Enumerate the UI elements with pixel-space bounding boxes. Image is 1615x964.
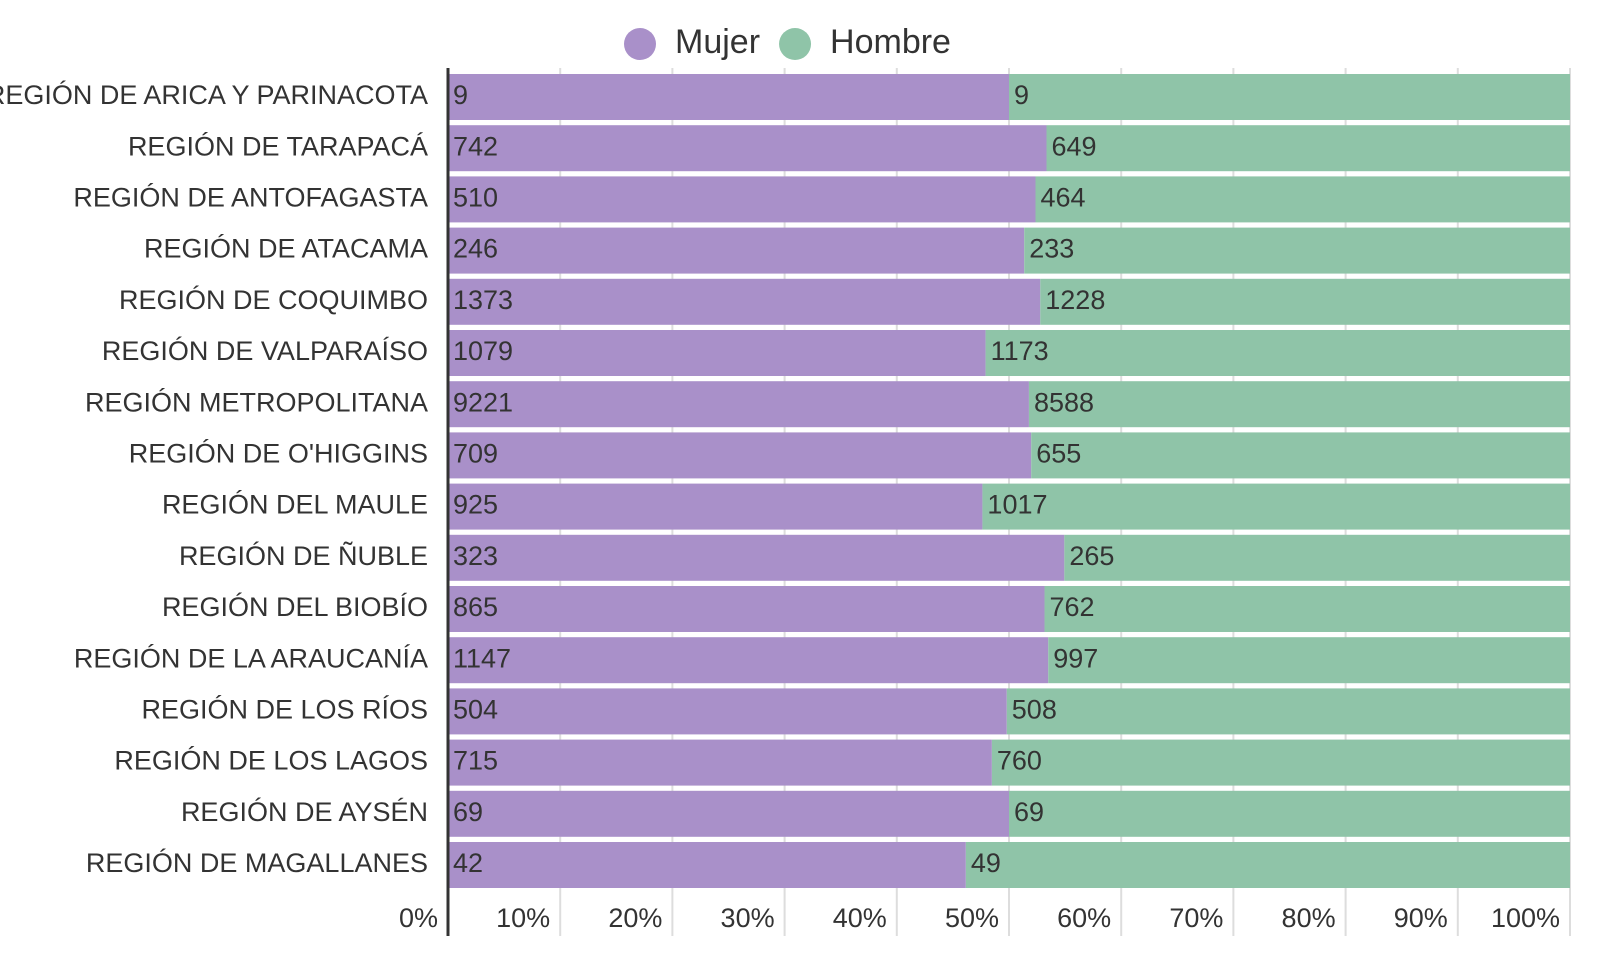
x-tick-label: 20% [608, 903, 662, 933]
bar-segment [448, 278, 1041, 325]
data-label: 762 [1050, 592, 1095, 622]
x-tick-label: 90% [1394, 903, 1448, 933]
data-label: 1173 [991, 336, 1049, 366]
x-tick-label: 80% [1282, 903, 1336, 933]
y-tick-label: REGIÓN DE O'HIGGINS [129, 438, 428, 469]
y-tick-label: REGIÓN DE ÑUBLE [179, 540, 428, 571]
bar-segment [448, 74, 1009, 120]
data-label: 865 [453, 592, 498, 622]
data-label: 69 [1014, 797, 1044, 827]
data-label: 9 [453, 80, 468, 110]
data-label: 69 [453, 797, 483, 827]
data-label: 323 [453, 541, 498, 571]
bar-segment [985, 330, 1570, 376]
data-label: 265 [1069, 541, 1114, 571]
data-label: 655 [1036, 439, 1081, 469]
bar-segment [1031, 432, 1570, 479]
bar-segment [448, 790, 1009, 837]
y-tick-label: REGIÓN DE ANTOFAGASTA [73, 182, 428, 213]
bar-segment [448, 125, 1047, 172]
y-tick-label: REGIÓN DE TARAPACÁ [128, 130, 428, 161]
bar-segment [448, 586, 1045, 632]
y-tick-label: REGIÓN METROPOLITANA [85, 386, 428, 417]
bar-segment [1009, 74, 1570, 120]
legend-label: Hombre [830, 23, 951, 61]
x-tick-label: 70% [1169, 903, 1223, 933]
data-label: 233 [1029, 234, 1074, 264]
data-label: 709 [453, 439, 498, 469]
data-label: 9 [1014, 80, 1029, 110]
bar-segment [448, 330, 986, 376]
data-label: 510 [453, 183, 498, 213]
bar-segment [1048, 637, 1570, 684]
bar-segment [1028, 381, 1570, 428]
bar-segment [448, 483, 983, 530]
data-label: 246 [453, 234, 498, 264]
data-label: 649 [1052, 131, 1097, 161]
legend-label: Mujer [675, 23, 760, 61]
x-tick-label: 50% [945, 903, 999, 933]
y-tick-label: REGIÓN DE LOS RÍOS [141, 694, 428, 725]
x-tick-label: 40% [833, 903, 887, 933]
data-label: 464 [1040, 183, 1085, 213]
data-label: 997 [1053, 643, 1098, 673]
data-label: 1373 [453, 285, 513, 315]
bar-segment [448, 381, 1029, 428]
x-tick-label: 60% [1057, 903, 1111, 933]
y-tick-label: REGIÓN DE COQUIMBO [119, 284, 428, 315]
bar-segment [1009, 790, 1570, 837]
data-label: 42 [453, 848, 483, 878]
data-label: 1079 [453, 336, 513, 366]
data-label: 715 [453, 746, 498, 776]
data-label: 508 [1012, 695, 1057, 725]
y-tick-label: REGIÓN DEL BIOBÍO [162, 591, 428, 622]
legend-item: Hombre [779, 23, 951, 61]
bar-segment [982, 483, 1570, 530]
y-tick-label: REGIÓN DE LOS LAGOS [114, 745, 428, 776]
x-tick-label: 10% [496, 903, 550, 933]
bar-segment [1046, 125, 1570, 172]
bar-segment [448, 637, 1049, 684]
bar-segment [448, 432, 1032, 479]
bar-segment [991, 739, 1570, 786]
bar-segment [1044, 586, 1570, 632]
data-label: 742 [453, 131, 498, 161]
bar-segment [965, 842, 1570, 888]
data-label: 1147 [453, 643, 511, 673]
bar-segment [1035, 176, 1570, 223]
data-label: 504 [453, 695, 498, 725]
data-label: 9221 [453, 387, 513, 417]
bar-segment [1006, 688, 1570, 735]
bar-segment [448, 739, 992, 786]
y-tick-label: REGIÓN DE VALPARAÍSO [102, 335, 428, 366]
x-tick-label: 100% [1491, 903, 1560, 933]
data-label: 760 [997, 746, 1042, 776]
data-label: 49 [971, 848, 1001, 878]
y-tick-label: REGIÓN DE LA ARAUCANÍA [74, 642, 428, 673]
y-tick-label: REGIÓN DE MAGALLANES [86, 847, 428, 878]
y-tick-label: REGIÓN DEL MAULE [162, 489, 428, 520]
bar-segment [448, 842, 966, 888]
y-tick-label: REGIÓN DE ARICA Y PARINACOTA [0, 79, 428, 110]
data-label: 8588 [1034, 387, 1094, 417]
y-tick-label: REGIÓN DE AYSÉN [181, 796, 428, 827]
bar-segment [448, 688, 1007, 735]
data-label: 925 [453, 490, 498, 520]
bar-segment [448, 534, 1065, 581]
data-label: 1017 [987, 490, 1047, 520]
bar-segment [1040, 278, 1570, 325]
legend-swatch [779, 28, 812, 60]
bar-segment [448, 176, 1036, 223]
bar-segment [448, 227, 1025, 274]
x-tick-label: 30% [721, 903, 775, 933]
x-tick-label: 0% [399, 903, 438, 933]
legend-swatch [624, 28, 656, 60]
legend-item: Mujer [624, 23, 760, 61]
data-label: 1228 [1045, 285, 1105, 315]
bar-segment [1064, 534, 1570, 581]
bar-segment [1024, 227, 1570, 274]
y-tick-label: REGIÓN DE ATACAMA [144, 233, 428, 264]
